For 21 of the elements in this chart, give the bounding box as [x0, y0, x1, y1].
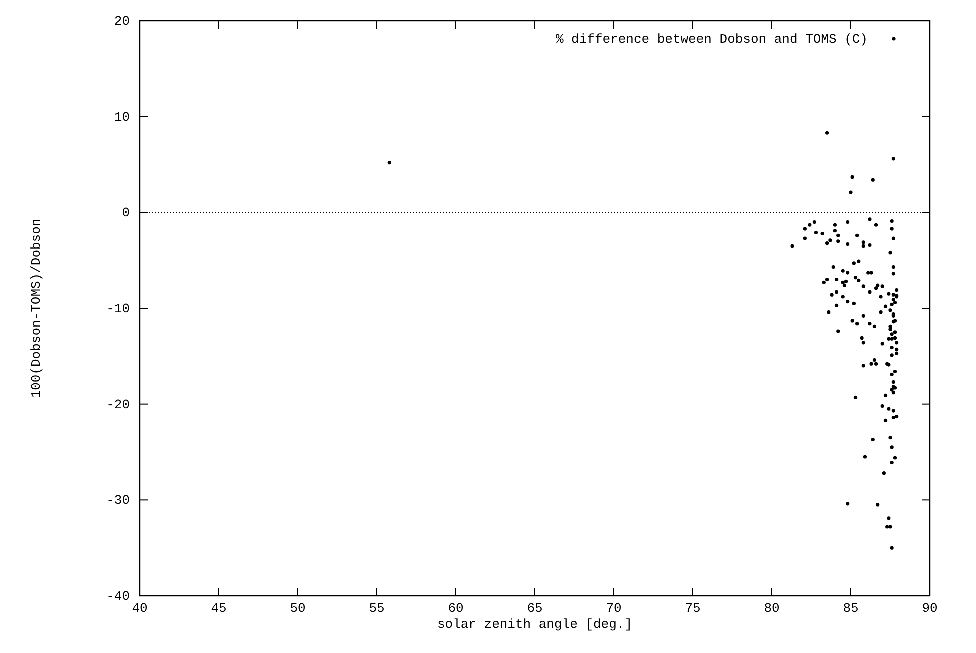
y-axis-title: 100(Dobson-TOMS)/Dobson [29, 218, 44, 398]
x-tick-label: 70 [606, 601, 622, 616]
x-tick-label: 60 [448, 601, 464, 616]
y-tick-label: 20 [114, 14, 130, 29]
x-tick-label: 65 [527, 601, 543, 616]
x-tick-label: 75 [685, 601, 701, 616]
x-tick-label: 80 [764, 601, 780, 616]
x-tick-label: 90 [922, 601, 938, 616]
x-tick-label: 45 [211, 601, 227, 616]
y-tick-label: 10 [114, 110, 130, 125]
y-tick-label: -30 [106, 493, 130, 508]
y-tick-label: 0 [122, 206, 130, 221]
x-tick-label: 50 [290, 601, 306, 616]
y-tick-label: -40 [106, 589, 130, 604]
x-axis-title: solar zenith angle [deg.] [437, 617, 633, 632]
legend-label: % difference between Dobson and TOMS (C) [556, 32, 868, 47]
x-tick-label: 85 [843, 601, 859, 616]
y-tick-label: -10 [106, 302, 130, 316]
x-tick-label: 55 [369, 601, 385, 616]
x-tick-label: 40 [132, 601, 148, 616]
y-tick-label: -20 [106, 397, 130, 412]
